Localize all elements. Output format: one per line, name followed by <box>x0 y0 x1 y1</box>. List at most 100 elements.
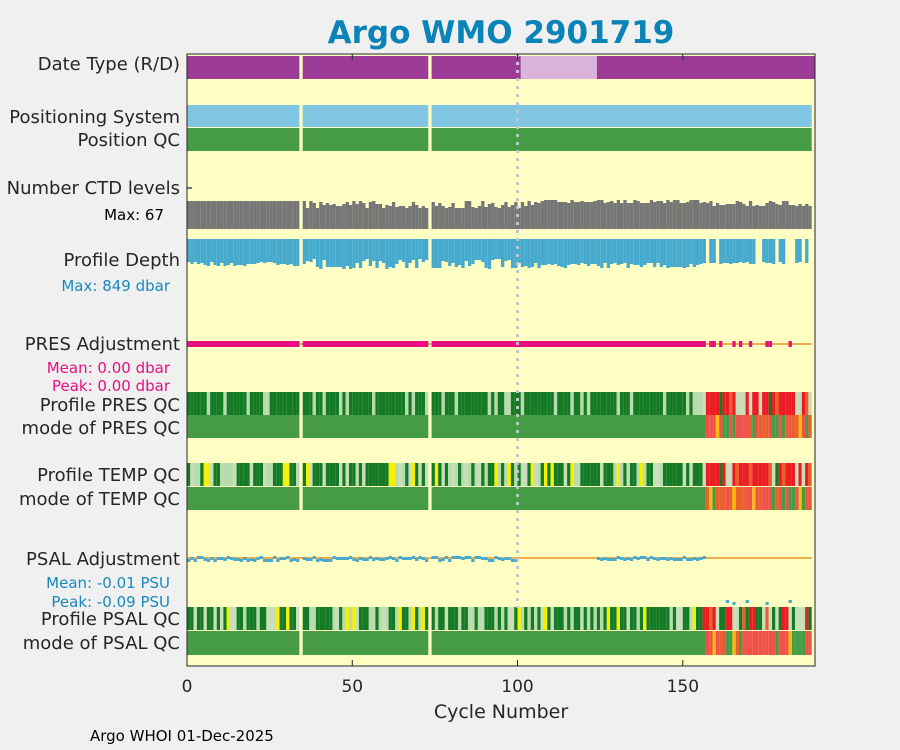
profile-pres-qc-cell <box>679 392 683 415</box>
profile-pres-qc-cell <box>586 392 591 415</box>
profile-psal-qc-cell <box>653 607 657 630</box>
profile-psal-qc-cell <box>424 607 429 630</box>
profile-pres-qc-cell <box>676 392 680 415</box>
profile-psal-qc-cell <box>405 607 409 630</box>
profile-depth-bar <box>401 239 406 262</box>
profile-depth-bar <box>553 239 558 264</box>
profile-depth-bar <box>590 239 594 264</box>
profile-temp-qc-cell <box>748 463 753 486</box>
ctd-levels-bar <box>372 201 376 229</box>
mode-psal-qc-cell <box>798 631 802 655</box>
ctd-levels-bar <box>795 206 799 229</box>
profile-depth-bar <box>772 239 776 264</box>
profile-depth-bar <box>537 239 541 268</box>
profile-depth-bar <box>458 239 462 265</box>
psal-adjustment-point <box>187 559 191 562</box>
mode-temp-qc-cell <box>788 487 792 510</box>
profile-psal-qc-cell <box>233 607 237 630</box>
profile-temp-qc-cell <box>646 463 650 486</box>
profile-depth-bar <box>464 239 468 261</box>
profile-psal-qc-cell <box>504 607 508 630</box>
profile-depth-bar <box>606 239 611 268</box>
profile-depth-bar <box>709 239 713 263</box>
profile-psal-qc-cell <box>530 607 535 630</box>
pres-adjustment-point <box>719 341 723 347</box>
psal-adjustment-point <box>372 558 376 561</box>
profile-psal-qc-cell <box>266 607 270 630</box>
profile-depth-bar <box>431 239 435 268</box>
mode-psal-qc-cell <box>768 631 773 655</box>
profile-psal-qc-cell <box>666 607 670 630</box>
ctd-levels-bar <box>557 202 561 229</box>
pres-adjustment-point <box>709 341 713 347</box>
profile-psal-qc-cell <box>738 607 743 630</box>
profile-temp-qc-cell <box>348 463 353 486</box>
mode-pres-qc-cell <box>788 415 792 438</box>
ctd-levels-bar <box>514 202 518 229</box>
profile-psal-qc-cell <box>239 607 244 630</box>
profile-depth-bar <box>266 239 270 262</box>
ctd-levels-bar <box>424 208 429 229</box>
psal-adjustment-point <box>352 558 356 561</box>
row-label-mode-psal-qc: mode of PSAL QC <box>23 633 180 654</box>
mode-pres-qc-cell <box>732 415 736 438</box>
psal-adjustment-point <box>672 558 677 561</box>
profile-pres-qc-cell <box>772 392 776 415</box>
profile-temp-qc-cell <box>434 463 439 486</box>
ctd-levels-bar <box>269 201 273 229</box>
ctd-levels-bar <box>534 202 538 229</box>
mode-pres-qc-cell <box>768 415 773 438</box>
profile-depth-bar <box>646 239 650 263</box>
profile-temp-qc-cell <box>758 463 763 486</box>
profile-depth-bar <box>477 239 482 260</box>
psal-adjustment-point <box>362 558 366 561</box>
mode-temp-qc-cell <box>808 487 812 510</box>
row-label-ctd-levels: Number CTD levels <box>7 178 180 199</box>
profile-depth-bar <box>193 239 197 262</box>
profile-psal-qc-cell <box>253 607 257 630</box>
profile-psal-qc-cell <box>613 607 617 630</box>
psal-adjustment-point <box>666 558 670 561</box>
mode-temp-qc-cell <box>785 487 789 510</box>
mode-temp-qc-cell <box>755 487 759 510</box>
profile-pres-qc-cell <box>649 392 654 415</box>
profile-pres-qc-cell <box>745 392 749 415</box>
ctd-levels-bar <box>263 201 267 229</box>
mode-temp-qc-cell <box>719 487 723 510</box>
profile-temp-qc-cell <box>216 463 221 486</box>
profile-psal-qc-cell <box>305 607 310 630</box>
profile-psal-qc-cell <box>580 607 584 630</box>
profile-psal-qc-cell <box>646 607 650 630</box>
profile-temp-qc-cell <box>305 463 310 486</box>
profile-depth-bar <box>289 239 293 264</box>
profile-temp-qc-cell <box>246 463 250 486</box>
profile-pres-qc-cell <box>309 392 313 415</box>
ctd-levels-bar <box>302 201 307 229</box>
ctd-levels-bar <box>481 201 485 229</box>
psal-adjustment-point <box>332 556 336 559</box>
mode-pres-qc-cell <box>801 415 806 438</box>
profile-pres-qc-cell <box>296 392 300 415</box>
ctd-levels-bar <box>362 203 366 229</box>
profile-temp-qc-cell <box>365 463 369 486</box>
psal-adjustment-point <box>315 559 320 562</box>
profile-temp-qc-cell <box>325 463 330 486</box>
ctd-levels-bar <box>517 208 521 229</box>
psal-adjustment-point <box>454 556 459 559</box>
ctd-levels-bar <box>501 205 505 229</box>
profile-pres-qc-cell <box>560 392 564 415</box>
profile-temp-qc-cell <box>613 463 617 486</box>
profile-pres-qc-cell <box>196 392 201 415</box>
psal-adjustment-point <box>421 557 425 560</box>
profile-pres-qc-cell <box>372 392 376 415</box>
profile-depth-bar <box>229 239 234 263</box>
date-type-segment <box>187 56 300 79</box>
profile-psal-qc-cell <box>543 607 548 630</box>
profile-depth-bar <box>699 239 703 264</box>
psal-adjustment-point <box>653 557 657 560</box>
profile-pres-qc-cell <box>481 392 485 415</box>
profile-temp-qc-cell <box>203 463 207 486</box>
profile-temp-qc-cell <box>781 463 786 486</box>
ctd-levels-bar <box>775 204 779 229</box>
profile-temp-qc-cell <box>719 463 723 486</box>
